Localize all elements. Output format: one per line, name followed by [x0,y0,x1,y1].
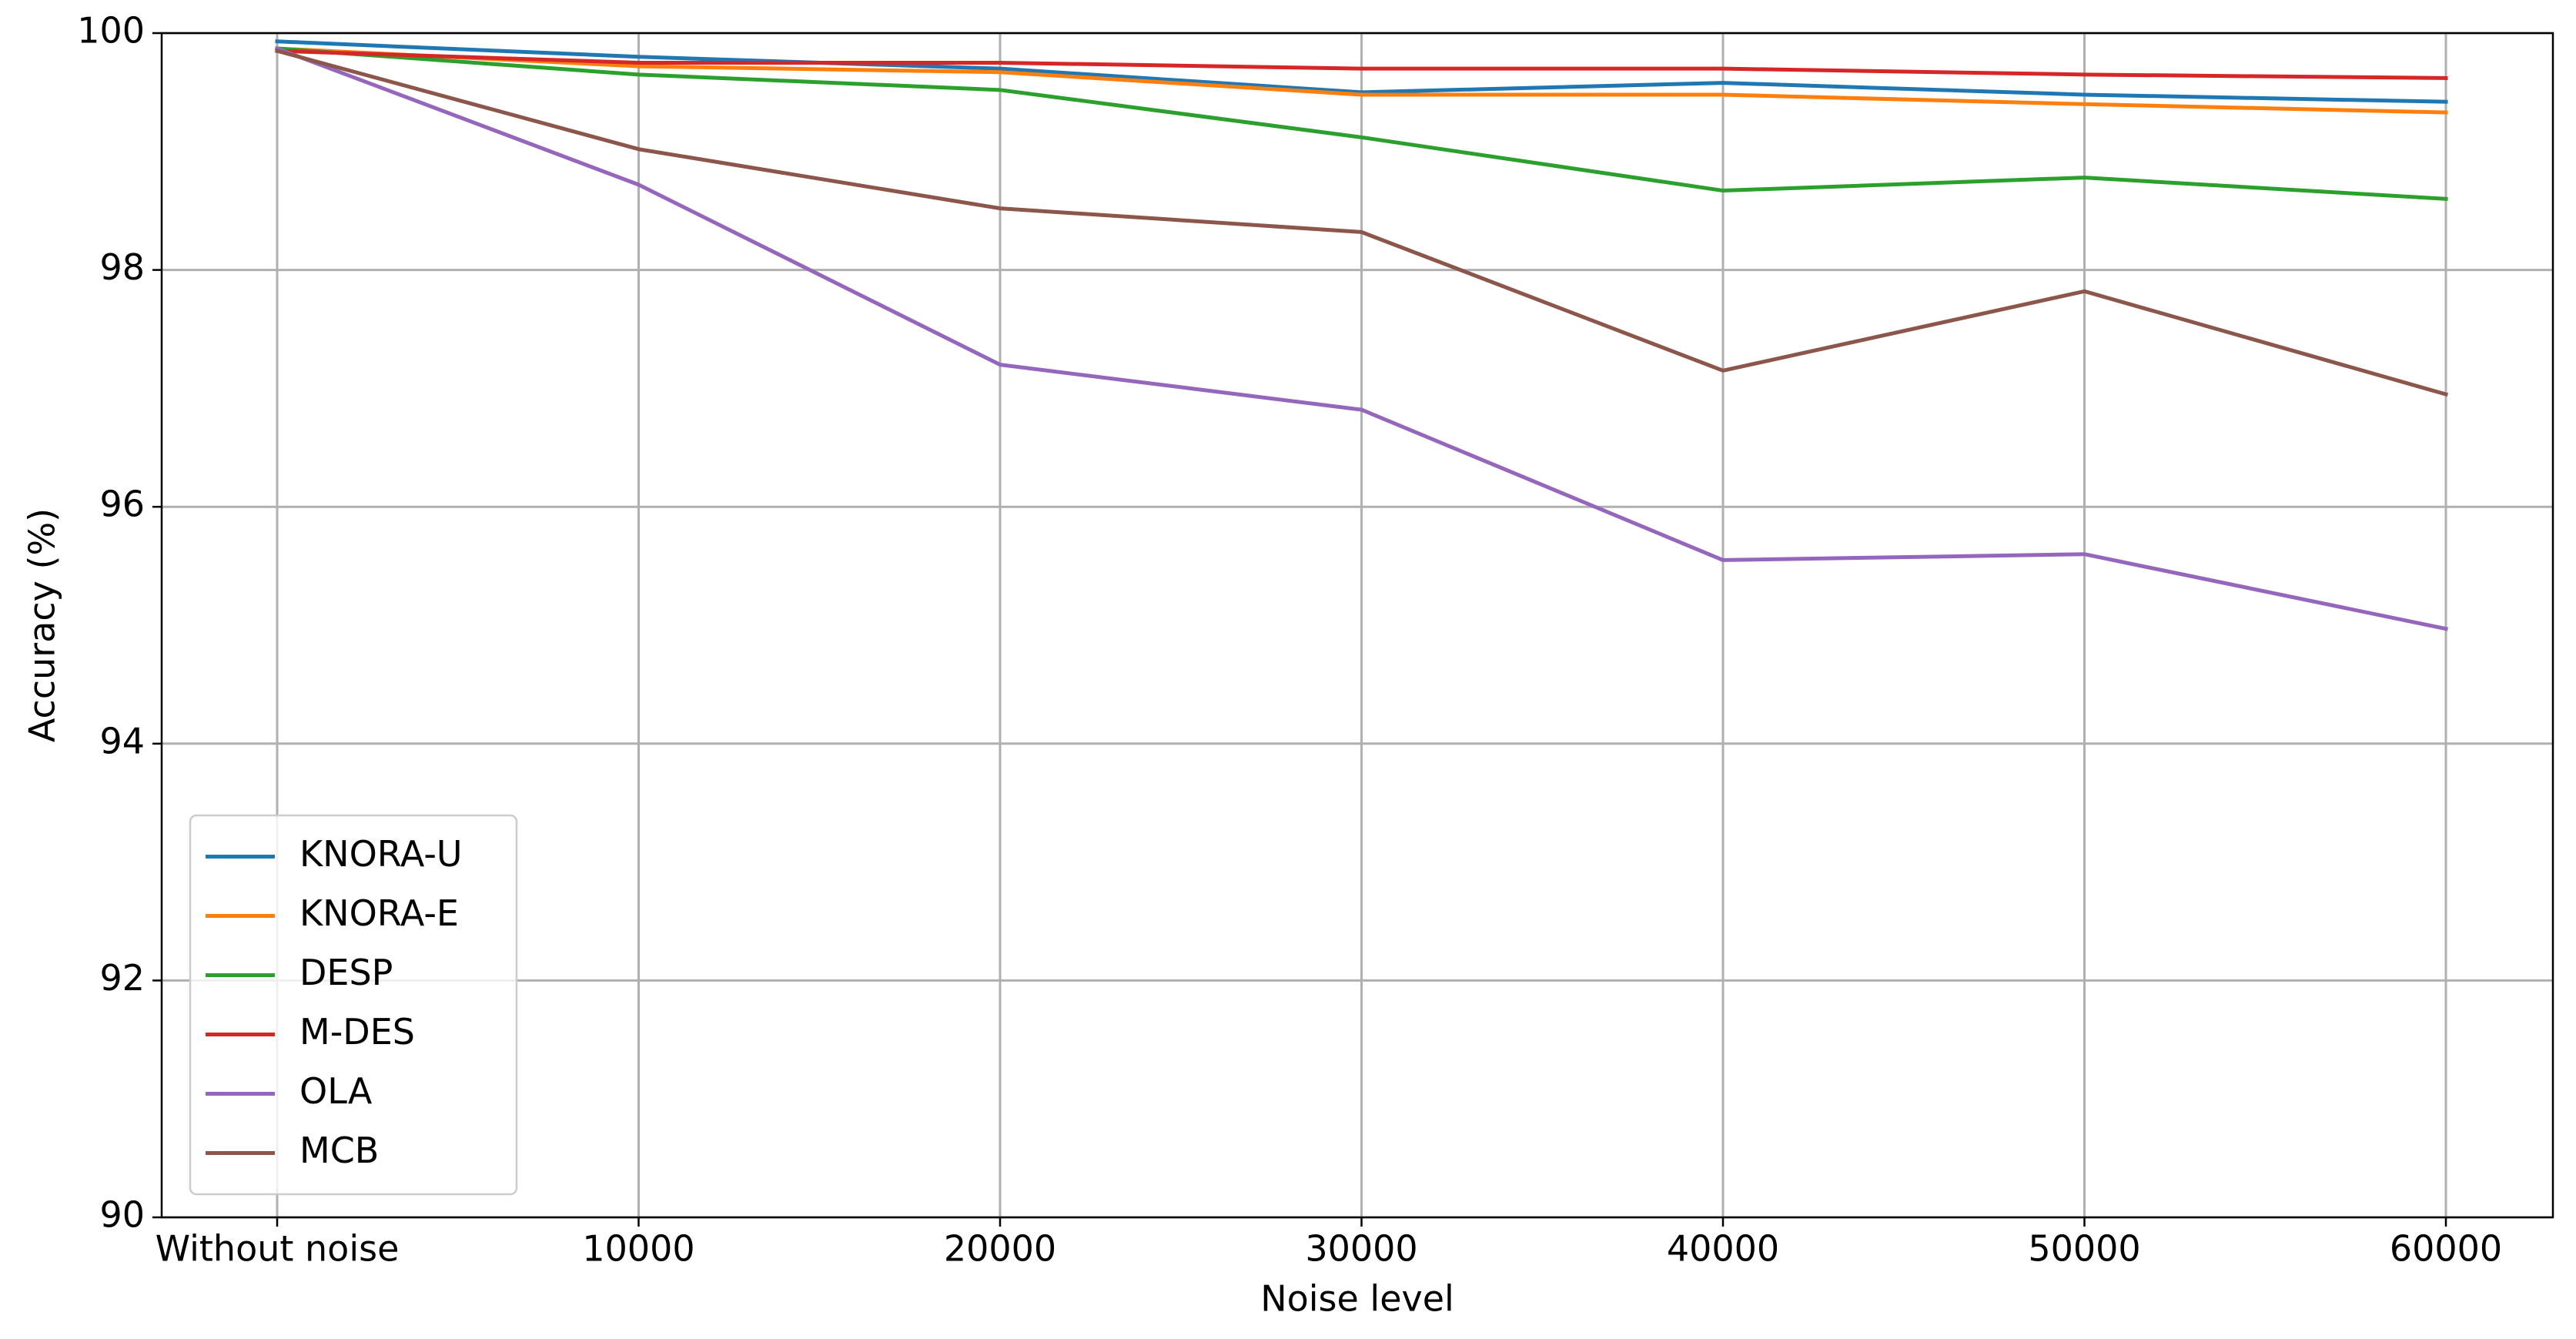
data-line [274,45,2448,631]
legend-label: DESP [299,952,393,993]
x-tick-label: 50000 [2028,1228,2140,1270]
legend-label: MCB [299,1130,379,1171]
y-tick-label: 94 [99,720,145,762]
legend-label: KNORA-U [299,833,463,875]
legend-label: KNORA-E [299,892,459,934]
x-tick-label: 30000 [1305,1228,1417,1270]
data-line [274,49,2449,397]
x-tick-label: 60000 [2390,1228,2502,1270]
y-tick-label: 92 [99,957,145,999]
data-line [275,39,2448,104]
x-tick-label: 20000 [944,1228,1056,1270]
legend-label: M-DES [299,1011,415,1053]
data-line [275,46,2448,201]
y-tick-label: 98 [99,246,145,288]
y-tick-label: 96 [99,484,145,525]
legend-box [189,814,518,1196]
x-tick-label: Without noise [156,1228,400,1270]
y-tick-label: 100 [77,10,145,52]
data-line [275,46,2448,115]
legend: KNORA-U KNORA-E DESP M-DES OLA MCB [189,814,518,1196]
x-tick-label: 10000 [582,1228,694,1270]
legend-label: OLA [299,1070,373,1112]
x-axis-label: Noise level [1260,1278,1454,1320]
plot-frame [160,32,2554,1219]
x-tick-label: 40000 [1667,1228,1779,1270]
y-tick-label: 90 [99,1194,145,1236]
y-axis-label: Accuracy (%) [22,508,63,742]
data-line [275,49,2448,80]
